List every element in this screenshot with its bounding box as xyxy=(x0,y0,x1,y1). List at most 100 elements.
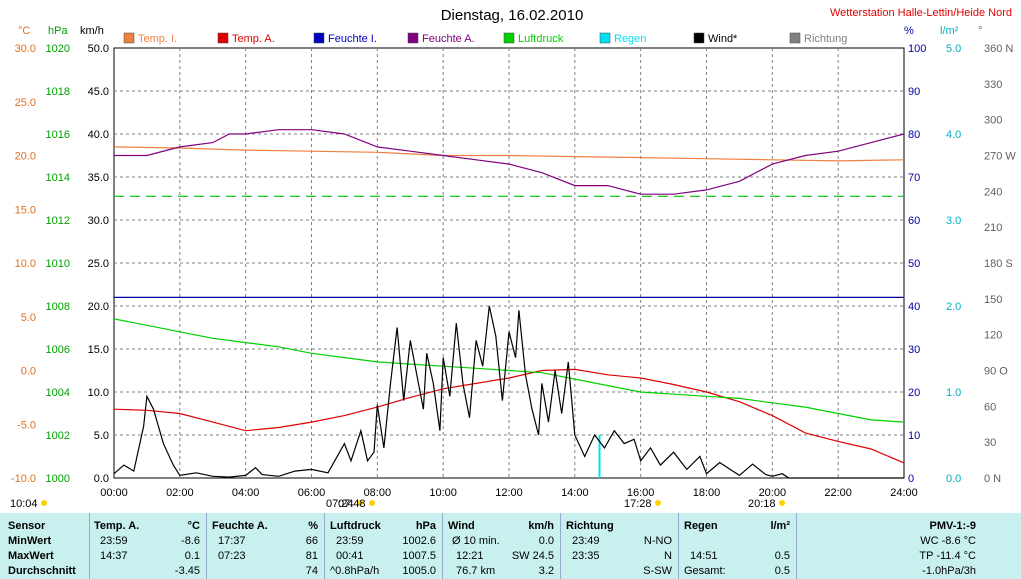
x-axis-tick: 20:00 xyxy=(759,487,787,499)
wind-column: Wind km/h Ø 10 min. 0.0 12:21 SW 24.5 76… xyxy=(448,513,556,579)
direction-axis-tick: 240 xyxy=(984,186,1002,198)
sensor-column: Sensor MinWert MaxWert Durchschnitt xyxy=(8,513,88,579)
x-axis-tick: 06:00 xyxy=(298,487,326,499)
legend-swatch xyxy=(789,32,801,44)
humidity-axis-tick: 70 xyxy=(908,172,920,184)
rain-axis-tick: 4.0 xyxy=(946,129,961,141)
direction-axis-tick: 300 xyxy=(984,115,1002,127)
wind-max-value: SW 24.5 xyxy=(511,550,554,562)
legend-label: Richtung xyxy=(804,33,847,45)
wind-axis-tick: 15.0 xyxy=(88,344,109,356)
pressure-unit-label: hPa xyxy=(48,25,68,37)
direction-axis-tick: 30 xyxy=(984,437,996,449)
temp-axis-tick: 20.0 xyxy=(15,151,36,163)
temp-max-time: 14:37 xyxy=(100,550,128,562)
temp-axis-tick: 10.0 xyxy=(15,258,36,270)
legend-swatch xyxy=(123,32,135,44)
sun-marker-icon xyxy=(779,500,785,506)
legend-label: Feuchte I. xyxy=(328,33,377,45)
direction-axis-tick: 90 O xyxy=(984,366,1008,378)
pressure-axis-tick: 1020 xyxy=(46,43,70,55)
humidity-axis-tick: 100 xyxy=(908,43,926,55)
rain-axis-tick: 5.0 xyxy=(946,43,961,55)
sun-marker-label: 07:48 xyxy=(338,498,366,510)
humidity-min-time: 17:37 xyxy=(218,535,246,547)
pmv-header: PMV-1:-9 xyxy=(929,520,976,532)
series-line-wind xyxy=(113,305,904,479)
pressure-unit: hPa xyxy=(415,520,436,532)
pressure-avg-value: 1005.0 xyxy=(402,565,436,577)
pmv-windchill: WC -8.6 °C xyxy=(920,535,976,547)
legend-swatch xyxy=(599,32,611,44)
humidity-unit: % xyxy=(308,520,318,532)
rain-total-value: 0.5 xyxy=(774,565,790,577)
series-line-temp-i xyxy=(113,146,905,162)
humidity-column: Feuchte A. % 17:37 66 07:23 81 74 xyxy=(212,513,320,579)
x-axis-tick: 00:00 xyxy=(100,487,128,499)
temp-axis-tick: -5.0 xyxy=(17,419,36,431)
row-label-min: MinWert xyxy=(8,535,52,547)
legend-label: Wind* xyxy=(708,33,738,45)
humidity-axis-tick: 90 xyxy=(908,86,920,98)
column-divider xyxy=(560,513,561,579)
wind-axis-tick: 40.0 xyxy=(88,129,109,141)
direction-axis-tick: 120 xyxy=(984,330,1002,342)
pressure-axis-tick: 1008 xyxy=(46,301,70,313)
rain-max-time: 14:51 xyxy=(690,550,718,562)
rain-unit: l/m² xyxy=(770,520,790,532)
pressure-axis-tick: 1016 xyxy=(46,129,70,141)
station-name: Wetterstation Halle-Lettin/Heide Nord xyxy=(830,7,1012,19)
pressure-min-time: 23:59 xyxy=(336,535,364,547)
pressure-axis-tick: 1010 xyxy=(46,258,70,270)
legend-label: Temp. A. xyxy=(232,33,275,45)
humidity-min-value: 66 xyxy=(305,535,318,547)
rain-axis-tick: 1.0 xyxy=(946,387,961,399)
plot-area xyxy=(113,47,905,479)
temp-unit-label: °C xyxy=(18,25,30,37)
x-axis-tick: 18:00 xyxy=(693,487,721,499)
humidity-unit-label: % xyxy=(904,25,914,37)
wind-axis-tick: 10.0 xyxy=(88,387,109,399)
legend-label: Regen xyxy=(614,33,646,45)
temp-axis-tick: 25.0 xyxy=(15,97,36,109)
row-label-avg: Durchschnitt xyxy=(8,565,76,577)
legend-swatch xyxy=(217,32,229,44)
legend-label: Temp. I. xyxy=(138,33,177,45)
x-axis-tick: 22:00 xyxy=(824,487,852,499)
temp-axis-tick: -10.0 xyxy=(11,473,36,485)
temp-min-time: 23:59 xyxy=(100,535,128,547)
humidity-axis-tick: 20 xyxy=(908,387,920,399)
pmv-dewpoint: TP -11.4 °C xyxy=(919,550,976,562)
x-axis-tick: 02:00 xyxy=(166,487,194,499)
x-axis-tick: 04:00 xyxy=(232,487,260,499)
chart-svg: 30.025.020.015.010.05.00.0-5.0-10.010201… xyxy=(10,7,1016,510)
direction-column: Richtung 23:49 N-NO 23:35 N S-SW xyxy=(566,513,674,579)
direction-axis-tick: 210 xyxy=(984,222,1002,234)
weather-chart: 30.0 25.0 20.0 15.0 10.0 5.0 0.0 -5.0 -10.0 1020 1… xyxy=(10,7,1016,510)
temp-axis-tick: 0.0 xyxy=(21,366,36,378)
column-divider xyxy=(678,513,679,579)
sun-marker-label: 20:18 xyxy=(748,498,776,510)
rain-unit-label: l/m² xyxy=(940,25,959,37)
temp-axis-tick: 15.0 xyxy=(15,204,36,216)
x-axis-tick: 12:00 xyxy=(495,487,523,499)
temp-header: Temp. A. xyxy=(94,520,140,532)
temp-column: Temp. A. °C 23:59 -8.6 14:37 0.1 -3.45 xyxy=(94,513,202,579)
wind-axis-tick: 0.0 xyxy=(94,473,109,485)
legend-swatch xyxy=(693,32,705,44)
humidity-axis-tick: 10 xyxy=(908,430,920,442)
pressure-column: Luftdruck hPa 23:59 1002.6 00:41 1007.5 … xyxy=(330,513,438,579)
rain-axis-tick: 0.0 xyxy=(946,473,961,485)
wind-axis-tick: 50.0 xyxy=(88,43,109,55)
humidity-axis-tick: 60 xyxy=(908,215,920,227)
rain-axis-tick: 3.0 xyxy=(946,215,961,227)
sensor-header: Sensor xyxy=(8,520,46,532)
series-line-luftdruck xyxy=(113,318,905,423)
pressure-axis-tick: 1012 xyxy=(46,215,70,227)
column-divider xyxy=(796,513,797,579)
direction-axis-tick: 0 N xyxy=(984,473,1001,485)
sun-marker-label: 17:28 xyxy=(624,498,652,510)
sun-marker-icon xyxy=(369,500,375,506)
direction-axis-tick: 150 xyxy=(984,294,1002,306)
wind-axis-tick: 5.0 xyxy=(94,430,109,442)
